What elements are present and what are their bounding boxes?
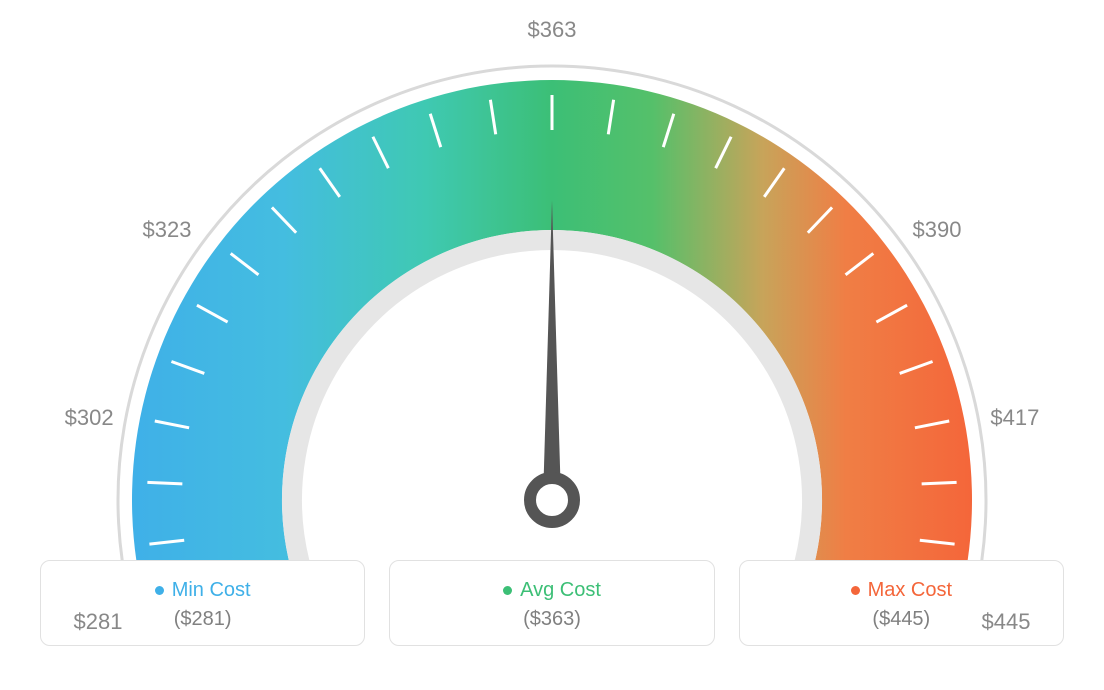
avg-cost-dot bbox=[503, 586, 512, 595]
max-cost-title: Max Cost bbox=[851, 579, 952, 602]
min-cost-label: Min Cost bbox=[172, 579, 251, 602]
min-cost-title: Min Cost bbox=[155, 579, 251, 602]
avg-cost-card: Avg Cost ($363) bbox=[389, 560, 714, 646]
avg-cost-label: Avg Cost bbox=[520, 579, 601, 602]
gauge-tick-label: $390 bbox=[913, 217, 962, 243]
gauge-chart: $281$302$323$363$390$417$445 bbox=[0, 0, 1104, 560]
summary-cards: Min Cost ($281) Avg Cost ($363) Max Cost… bbox=[0, 560, 1104, 666]
gauge-tick-label: $445 bbox=[982, 609, 1031, 635]
gauge-tick-label: $281 bbox=[74, 609, 123, 635]
gauge-tick-label: $417 bbox=[990, 405, 1039, 431]
max-cost-label: Max Cost bbox=[868, 579, 952, 602]
gauge-tick-label: $323 bbox=[143, 217, 192, 243]
min-cost-dot bbox=[155, 586, 164, 595]
avg-cost-value: ($363) bbox=[400, 608, 703, 631]
avg-cost-title: Avg Cost bbox=[503, 579, 601, 602]
gauge-tick-label: $302 bbox=[65, 405, 114, 431]
gauge-tick-label: $363 bbox=[528, 17, 577, 43]
max-cost-dot bbox=[851, 586, 860, 595]
gauge-svg bbox=[0, 0, 1104, 560]
